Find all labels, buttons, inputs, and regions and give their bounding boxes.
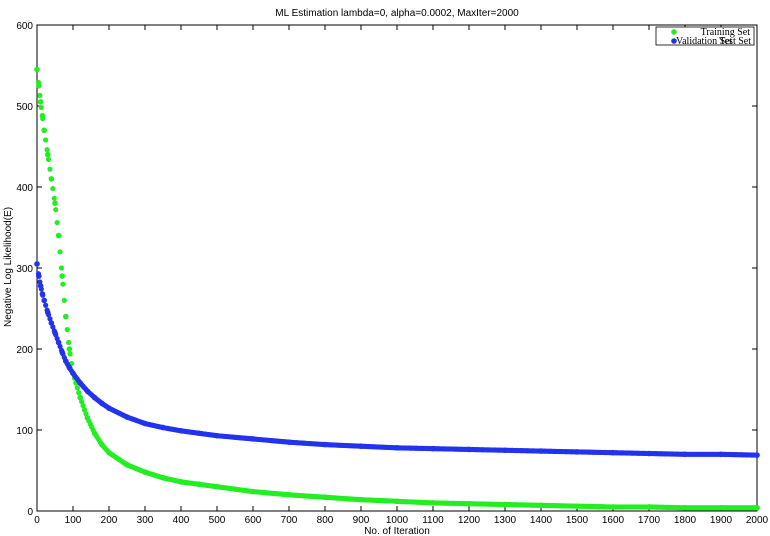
series-validation xyxy=(34,261,760,458)
curve-dot xyxy=(40,116,46,122)
curve-dot xyxy=(53,207,59,213)
curve-dot xyxy=(47,316,53,322)
x-tick-label: 0 xyxy=(34,515,40,526)
data-point xyxy=(45,151,51,158)
y-tick-label: 0 xyxy=(27,507,33,518)
curve-dot xyxy=(41,127,47,133)
x-tick-label: 700 xyxy=(281,515,298,526)
curve-dot xyxy=(35,271,42,277)
x-tick-label: 400 xyxy=(173,515,190,526)
curve-dot xyxy=(48,176,55,182)
legend-marker-validation xyxy=(671,38,677,44)
curve-dot xyxy=(67,351,73,357)
curve-dot xyxy=(56,233,62,239)
plot-frame xyxy=(36,24,758,512)
x-axis-label: No. of Iteration xyxy=(364,526,430,536)
axis-ticks: 0 100 200 300 400 500 600 700 800 900 1000 1100 1200… xyxy=(16,21,768,526)
data-point xyxy=(37,99,44,105)
curve-dot xyxy=(43,302,49,308)
x-tick-label: 900 xyxy=(353,515,370,526)
y-tick-label: 300 xyxy=(16,264,33,275)
curve-dot xyxy=(77,395,83,401)
x-tick-label: 1600 xyxy=(602,515,625,526)
curve-dot xyxy=(38,104,44,111)
x-tick-label: 1200 xyxy=(458,515,481,526)
x-tick-label: 1800 xyxy=(674,515,697,526)
curve-dot xyxy=(51,195,57,201)
data-point xyxy=(59,273,65,279)
chart-title: ML Estimation lambda=0, alpha=0.0002, Ma… xyxy=(275,8,519,19)
curve-dot xyxy=(61,297,67,303)
x-tick-label: 500 xyxy=(209,515,226,526)
curve-dot xyxy=(44,307,50,313)
curve-dot xyxy=(50,186,56,192)
curve-dot xyxy=(54,220,60,226)
x-tick-label: 300 xyxy=(137,515,154,526)
curve-dot xyxy=(45,312,52,318)
legend-marker-training xyxy=(671,29,677,35)
curve-dot xyxy=(79,399,85,405)
x-tick-label: 2000 xyxy=(746,515,769,526)
series-marks xyxy=(34,66,760,511)
x-tick-label: 1700 xyxy=(638,515,661,526)
y-tick-label: 400 xyxy=(16,183,33,194)
series-training xyxy=(34,66,760,511)
curve-dot xyxy=(754,452,760,458)
curve-dot xyxy=(34,261,40,267)
legend: Training Set Validation Set Test Set xyxy=(655,26,755,47)
curve-dot xyxy=(47,166,53,172)
x-tick-label: 1900 xyxy=(710,515,733,526)
curve-dot xyxy=(63,314,69,320)
curve-dot xyxy=(64,326,70,333)
y-axis-label: Negative Log Likelihood(E) xyxy=(3,207,14,327)
curve-dot xyxy=(45,156,52,163)
curve-dot xyxy=(43,137,49,143)
curve-dot xyxy=(81,407,88,413)
y-tick-label: 100 xyxy=(16,426,33,437)
curve-dot xyxy=(40,292,46,298)
curve-dot xyxy=(44,147,50,153)
legend-label-test: Test Set xyxy=(719,36,751,47)
curve-dot xyxy=(754,505,760,511)
curve-dot xyxy=(76,390,82,396)
x-tick-label: 1500 xyxy=(566,515,589,526)
x-tick-label: 1100 xyxy=(422,515,444,526)
curve-dot xyxy=(35,79,42,86)
curve-dot xyxy=(57,249,63,255)
curve-dot xyxy=(58,265,65,271)
y-tick-label: 200 xyxy=(16,345,33,356)
x-tick-label: 1400 xyxy=(530,515,553,526)
x-tick-label: 800 xyxy=(317,515,334,526)
curve-dot xyxy=(60,281,66,287)
data-point xyxy=(52,200,58,206)
legend-label-validation: Validation Set xyxy=(676,36,733,47)
legend-box xyxy=(655,26,755,46)
x-tick-label: 200 xyxy=(101,515,118,526)
x-tick-label: 1000 xyxy=(386,515,409,526)
curve-dot xyxy=(37,92,43,99)
x-tick-label: 1300 xyxy=(494,515,517,526)
curve-dot xyxy=(74,385,80,391)
curve-dot xyxy=(34,66,40,73)
x-tick-label: 100 xyxy=(65,515,82,526)
legend-label-training: Training Set xyxy=(701,27,751,38)
curve-dot xyxy=(66,339,72,346)
x-tick-label: 600 xyxy=(245,515,262,526)
y-tick-label: 600 xyxy=(16,21,33,32)
curve-dot xyxy=(41,297,47,303)
data-point xyxy=(66,346,73,352)
curve-dot xyxy=(83,411,89,417)
curve-dot xyxy=(38,286,44,292)
curve-dot xyxy=(37,279,43,285)
y-tick-label: 500 xyxy=(16,102,33,113)
curve-dot xyxy=(80,403,86,409)
